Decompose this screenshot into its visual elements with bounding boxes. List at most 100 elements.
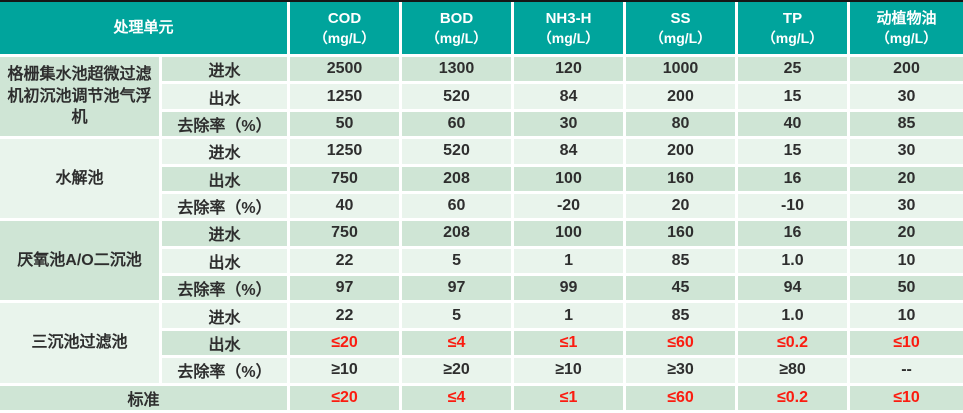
cell: ≤1 <box>514 385 627 413</box>
cell: 20 <box>626 193 739 222</box>
cell: 45 <box>626 276 739 304</box>
cell: ≤10 <box>850 385 963 413</box>
cell: 60 <box>402 193 515 222</box>
cell: 84 <box>514 139 627 167</box>
cell: 750 <box>290 166 403 194</box>
cell: 1 <box>514 303 627 331</box>
cell: 120 <box>514 57 627 85</box>
cell: ≥30 <box>626 358 739 386</box>
cell: 94 <box>738 276 851 304</box>
cell: 97 <box>402 276 515 304</box>
cell: 60 <box>402 111 515 140</box>
header-cell-unit: 处理单元 <box>0 2 291 57</box>
header-row: 处理单元 COD （mg/L） BOD （mg/L） NH3-H （mg/L） SS （… <box>0 2 963 57</box>
column-unit: （mg/L） <box>537 29 600 46</box>
cell: -10 <box>738 193 851 222</box>
cell: 99 <box>514 276 627 304</box>
table-row: 出水 1250 520 84 200 15 30 <box>0 84 963 112</box>
cell: 85 <box>626 248 739 276</box>
cell: ≤60 <box>626 385 739 413</box>
cell: 50 <box>290 111 403 140</box>
table-row: 去除率（%） 97 97 99 45 94 50 <box>0 276 963 304</box>
column-name: NH3-H <box>545 10 592 28</box>
cell: 200 <box>626 139 739 167</box>
cell: 16 <box>738 221 851 249</box>
cell: ≤20 <box>290 385 403 413</box>
cell: 2500 <box>290 57 403 85</box>
row-label: 进水 <box>162 57 291 85</box>
cell: 1.0 <box>738 248 851 276</box>
cell: -- <box>850 358 963 386</box>
cell: 50 <box>850 276 963 304</box>
row-label: 出水 <box>162 248 291 276</box>
row-label: 去除率（%） <box>162 111 291 140</box>
group-cell-tertiary: 三沉池过滤池 <box>0 303 162 386</box>
row-label: 去除率（%） <box>162 358 291 386</box>
cell: 5 <box>402 303 515 331</box>
cell: -20 <box>514 193 627 222</box>
cell: 30 <box>850 84 963 112</box>
row-label: 进水 <box>162 221 291 249</box>
group-cell-anaerobic: 厌氧池A/O二沉池 <box>0 221 162 304</box>
cell: ≤1 <box>514 330 627 359</box>
column-name: BOD <box>439 10 474 28</box>
cell: 100 <box>514 166 627 194</box>
cell: 80 <box>626 111 739 140</box>
cell: 84 <box>514 84 627 112</box>
cell: 15 <box>738 139 851 167</box>
cell: 1000 <box>626 57 739 85</box>
cell: 208 <box>402 166 515 194</box>
table-row-standard: 标准 ≤20 ≤4 ≤1 ≤60 ≤0.2 ≤10 <box>0 385 963 413</box>
cell: 520 <box>402 139 515 167</box>
cell: 160 <box>626 166 739 194</box>
table-row: 出水 ≤20 ≤4 ≤1 ≤60 ≤0.2 ≤10 <box>0 330 963 359</box>
cell: ≤10 <box>850 330 963 359</box>
table-row: 去除率（%） ≥10 ≥20 ≥10 ≥30 ≥80 -- <box>0 358 963 386</box>
cell: ≤20 <box>290 330 403 359</box>
column-unit: （mg/L） <box>875 29 938 46</box>
cell: 750 <box>290 221 403 249</box>
table-row: 去除率（%） 40 60 -20 20 -10 30 <box>0 193 963 222</box>
row-label: 去除率（%） <box>162 276 291 304</box>
cell: 16 <box>738 166 851 194</box>
cell: 1.0 <box>738 303 851 331</box>
header-cell-nh3h: NH3-H （mg/L） <box>514 2 627 57</box>
group-cell-pretreatment: 格栅集水池超微过滤机初沉池调节池气浮机 <box>0 57 162 140</box>
cell: 20 <box>850 166 963 194</box>
table-row: 去除率（%） 50 60 30 80 40 85 <box>0 111 963 140</box>
row-label: 出水 <box>162 330 291 359</box>
cell: ≥10 <box>290 358 403 386</box>
cell: ≤0.2 <box>738 385 851 413</box>
cell: 10 <box>850 248 963 276</box>
table-row: 厌氧池A/O二沉池 进水 750 208 100 160 16 20 <box>0 221 963 304</box>
column-unit: （mg/L） <box>761 29 824 46</box>
header-cell-ss: SS （mg/L） <box>626 2 739 57</box>
cell: 160 <box>626 221 739 249</box>
cell: 40 <box>290 193 403 222</box>
header-cell-tp: TP （mg/L） <box>738 2 851 57</box>
header-cell-cod: COD （mg/L） <box>290 2 403 57</box>
cell: 15 <box>738 84 851 112</box>
column-name: SS <box>670 10 691 28</box>
table-row: 三沉池过滤池 进水 22 5 1 85 1.0 10 <box>0 303 963 386</box>
cell: 1250 <box>290 84 403 112</box>
cell: 200 <box>850 57 963 85</box>
row-label: 出水 <box>162 84 291 112</box>
column-name: COD <box>327 10 362 28</box>
row-label: 进水 <box>162 303 291 331</box>
cell: 40 <box>738 111 851 140</box>
cell: 10 <box>850 303 963 331</box>
cell: 520 <box>402 84 515 112</box>
cell: 85 <box>626 303 739 331</box>
cell: 5 <box>402 248 515 276</box>
row-label: 去除率（%） <box>162 193 291 222</box>
cell: 30 <box>514 111 627 140</box>
cell: 208 <box>402 221 515 249</box>
cell: ≥10 <box>514 358 627 386</box>
cell: 20 <box>850 221 963 249</box>
row-label: 进水 <box>162 139 291 167</box>
cell: 1250 <box>290 139 403 167</box>
cell: ≥80 <box>738 358 851 386</box>
table-row: 格栅集水池超微过滤机初沉池调节池气浮机 进水 2500 1300 120 100… <box>0 57 963 140</box>
